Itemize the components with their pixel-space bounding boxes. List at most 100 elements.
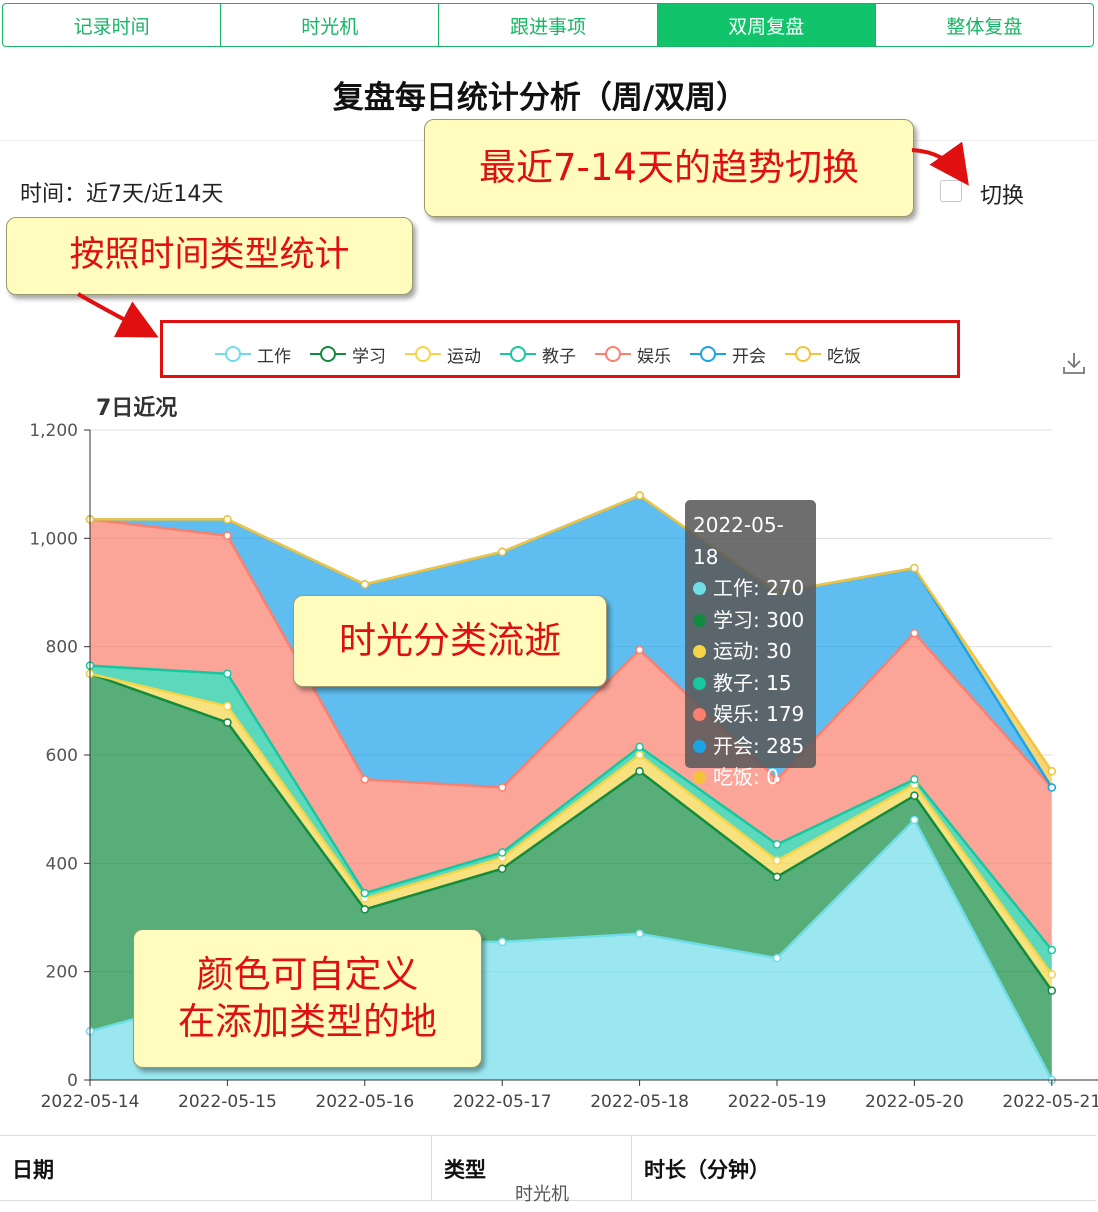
callout-custom-color: 颜色可自定义 在添加类型的地 xyxy=(133,929,482,1068)
footer-nav-time-machine[interactable]: 时光机 xyxy=(515,1184,569,1205)
legend-label: 运动 xyxy=(447,346,481,367)
data-point[interactable] xyxy=(772,872,782,882)
tab-time-machine[interactable]: 时光机 xyxy=(221,4,440,46)
callout-trend-switch: 最近7-14天的趋势切换 xyxy=(424,119,914,217)
chart-tooltip: 2022-05-18 工作: 270 学习: 300 运动: 30 教子: 15 娱乐:… xyxy=(685,500,816,789)
legend-item[interactable]: 教子 xyxy=(500,342,576,367)
callout-color-line2: 在添加类型的地 xyxy=(178,999,437,1043)
y-tick-label: 400 xyxy=(46,854,78,874)
tab-biweekly-review[interactable]: 双周复盘 xyxy=(657,4,876,46)
switch-label[interactable]: 切换 xyxy=(980,184,1025,209)
data-point[interactable] xyxy=(223,669,232,678)
y-tick-label: 1,200 xyxy=(29,421,78,441)
x-tick-label: 2022-05-17 xyxy=(453,1092,552,1112)
data-point[interactable] xyxy=(635,491,644,500)
time-range-label: 时间：近7天/近14天 xyxy=(20,182,224,207)
tooltip-color-dot xyxy=(693,613,706,627)
legend-label: 吃饭 xyxy=(827,346,861,367)
legend-item[interactable]: 吃饭 xyxy=(785,342,861,367)
data-point[interactable] xyxy=(635,767,644,776)
area-娱乐 xyxy=(90,519,1052,950)
tooltip-value: 娱乐: 179 xyxy=(713,702,805,726)
tab-bar: 记录时间 时光机 跟进事项 双周复盘 整体复盘 xyxy=(2,3,1094,47)
data-point[interactable] xyxy=(223,531,232,540)
x-tick-label: 2022-05-19 xyxy=(728,1092,827,1112)
tooltip-color-dot xyxy=(693,676,706,690)
data-point[interactable] xyxy=(1047,986,1057,995)
data-point[interactable] xyxy=(1047,945,1057,955)
data-point[interactable] xyxy=(772,840,782,849)
data-point[interactable] xyxy=(635,742,644,752)
tooltip-color-dot xyxy=(693,645,706,659)
legend-marker-icon xyxy=(500,346,536,362)
tooltip-value: 工作: 270 xyxy=(713,576,805,600)
data-point[interactable] xyxy=(360,888,370,898)
callout-trend-text: 最近7-14天的趋势切换 xyxy=(479,145,859,189)
tooltip-color-dot xyxy=(693,582,706,596)
tab-overall-review[interactable]: 整体复盘 xyxy=(946,15,1023,38)
table-header-row: 日期 类型 时长（分钟） xyxy=(0,1135,1096,1201)
x-tick-label: 2022-05-21 xyxy=(1002,1092,1098,1112)
data-point[interactable] xyxy=(1047,767,1057,776)
data-point[interactable] xyxy=(910,791,919,800)
legend-label: 开会 xyxy=(732,346,766,367)
legend-marker-icon xyxy=(595,346,631,362)
legend-highlight-box xyxy=(160,320,960,378)
data-point[interactable] xyxy=(497,783,507,792)
legend-item[interactable]: 工作 xyxy=(215,342,291,367)
legend-item[interactable]: 学习 xyxy=(310,342,386,367)
legend-marker-icon xyxy=(215,346,251,362)
series-line-运动 xyxy=(89,672,1053,976)
data-point[interactable] xyxy=(223,702,232,711)
legend-label: 学习 xyxy=(352,346,386,367)
tooltip-color-dot xyxy=(693,771,706,785)
tooltip-value: 教子: 15 xyxy=(713,670,792,695)
x-tick-label: 2022-05-18 xyxy=(590,1092,689,1112)
data-point[interactable] xyxy=(360,580,370,589)
area-学习 xyxy=(90,673,1052,1080)
data-point[interactable] xyxy=(910,775,919,784)
data-point[interactable] xyxy=(635,645,644,655)
data-point[interactable] xyxy=(497,547,507,557)
tooltip-title: 2022-05-18 xyxy=(693,513,784,569)
arrow-to-legend xyxy=(77,292,159,338)
callout-legend-by-type: 按照时间类型统计 xyxy=(6,217,413,295)
data-point[interactable] xyxy=(1047,970,1057,979)
data-point[interactable] xyxy=(1047,783,1057,792)
tooltip-row: 吃饭: 0 xyxy=(693,762,808,794)
tooltip-color-dot xyxy=(693,708,706,722)
download-icon[interactable] xyxy=(1061,350,1087,376)
data-point[interactable] xyxy=(223,718,232,727)
y-tick-label: 1,000 xyxy=(29,529,78,549)
data-point[interactable] xyxy=(772,775,782,784)
x-tick-label: 2022-05-15 xyxy=(178,1092,277,1112)
series-line-吃饭 xyxy=(90,494,1053,772)
data-point[interactable] xyxy=(910,815,919,825)
data-point[interactable] xyxy=(635,750,644,760)
data-point[interactable] xyxy=(772,856,782,865)
data-point[interactable] xyxy=(635,929,644,938)
data-point[interactable] xyxy=(223,515,232,524)
data-point[interactable] xyxy=(497,864,507,873)
data-point[interactable] xyxy=(910,628,919,638)
data-point[interactable] xyxy=(772,953,782,963)
arrow-to-switch xyxy=(911,141,969,186)
callout-time-flow: 时光分类流逝 xyxy=(293,595,607,687)
tab-record-time[interactable]: 记录时间 xyxy=(3,4,222,46)
legend-item[interactable]: 娱乐 xyxy=(595,342,671,367)
data-point[interactable] xyxy=(360,905,370,914)
legend-item[interactable]: 开会 xyxy=(690,342,766,367)
data-point[interactable] xyxy=(910,563,919,573)
tooltip-row: 学习: 300 xyxy=(693,605,808,637)
tab-follow-up[interactable]: 跟进事项 xyxy=(439,4,658,46)
data-point[interactable] xyxy=(360,775,370,784)
switch-checkbox[interactable] xyxy=(940,180,962,202)
legend-item[interactable]: 运动 xyxy=(405,342,481,367)
tooltip-value: 吃饭: 0 xyxy=(713,765,779,789)
chart-legend: 工作 学习 运动 教子 娱乐 开会 吃饭 xyxy=(215,342,880,367)
tooltip-value: 开会: 285 xyxy=(713,733,805,758)
legend-marker-icon xyxy=(785,346,821,362)
x-tick-label: 2022-05-20 xyxy=(865,1092,964,1112)
data-point[interactable] xyxy=(497,937,507,947)
data-point[interactable] xyxy=(497,848,507,857)
